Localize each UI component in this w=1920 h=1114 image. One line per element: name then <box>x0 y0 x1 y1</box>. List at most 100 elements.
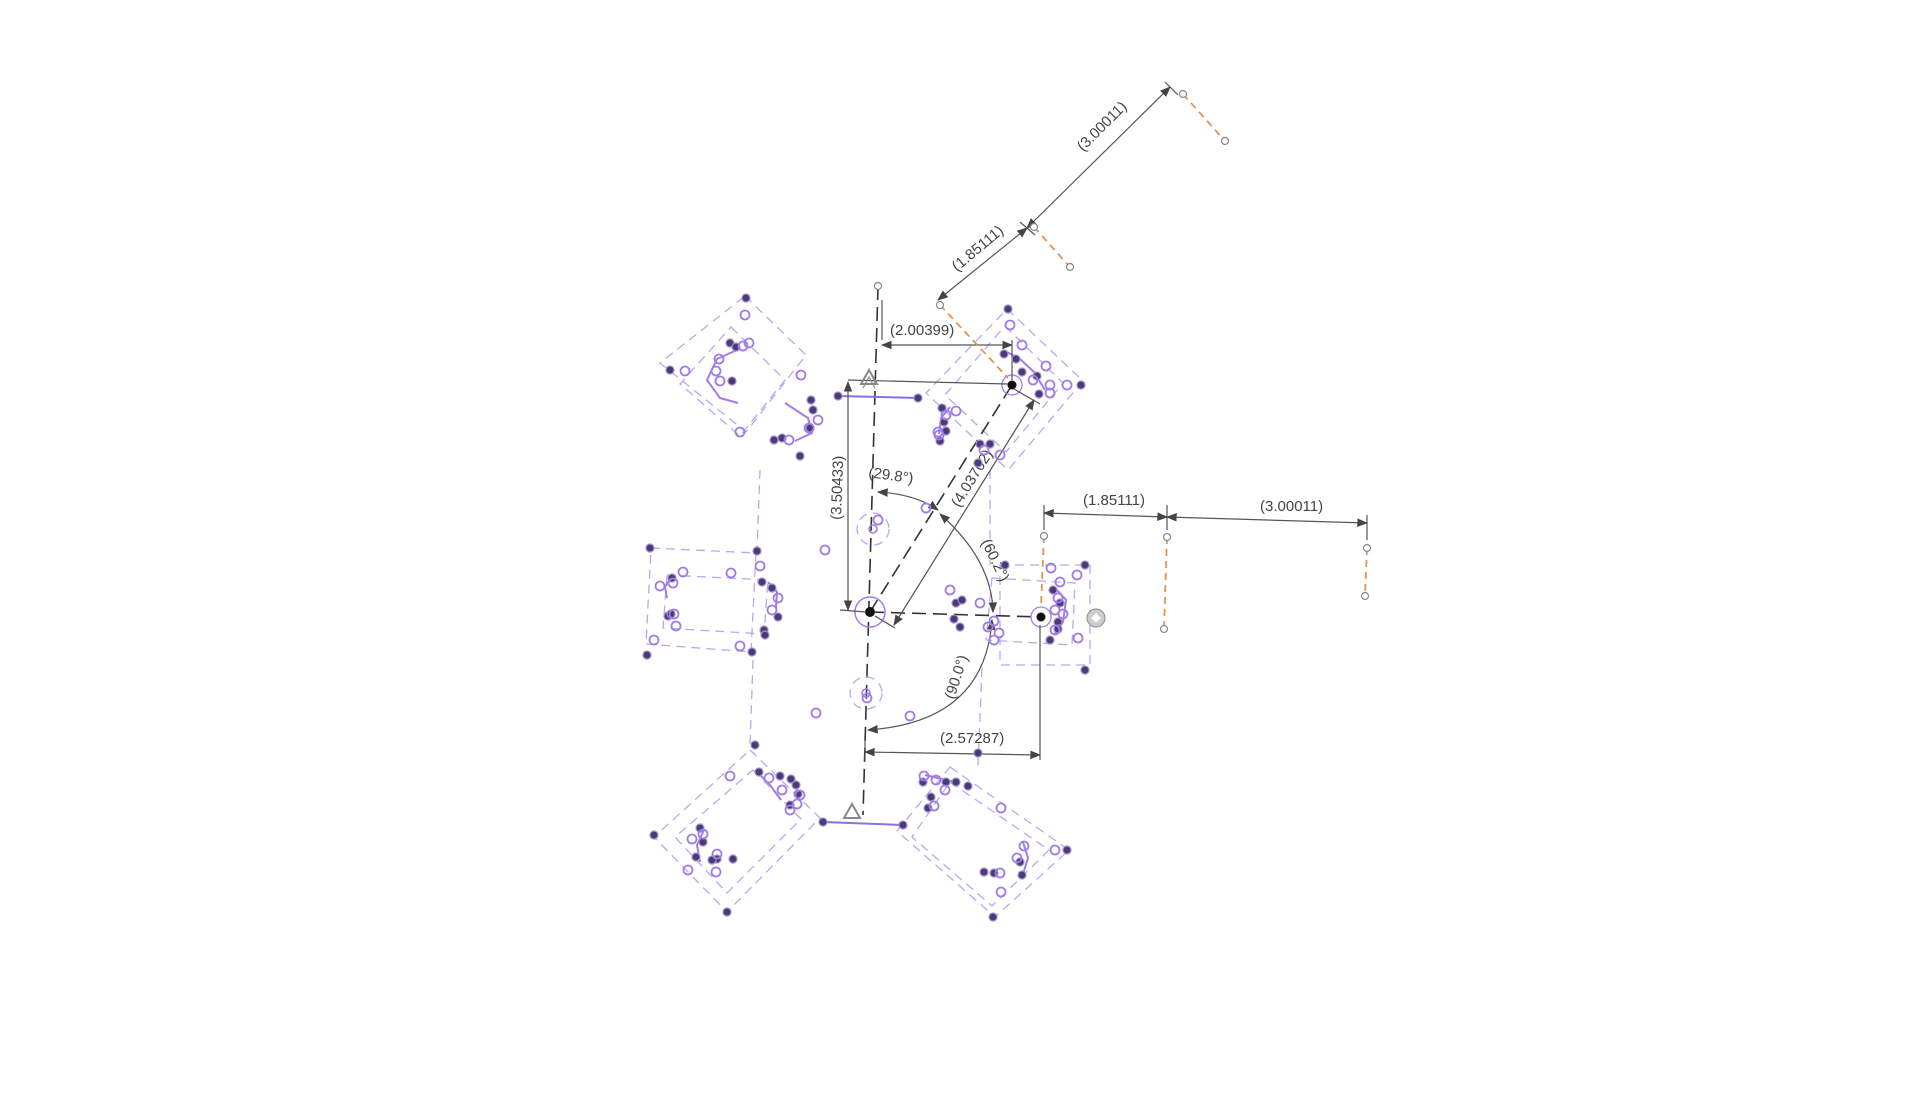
construction-point[interactable] <box>1061 379 1073 391</box>
sketch-point[interactable] <box>1062 845 1072 855</box>
construction-point[interactable] <box>1011 852 1023 864</box>
construction-point[interactable] <box>933 429 945 441</box>
construction-point[interactable] <box>713 353 725 365</box>
construction-point[interactable] <box>988 615 1000 627</box>
construction-point[interactable] <box>1040 360 1052 372</box>
construction-point[interactable] <box>1159 624 1169 634</box>
dimension-horiz-top-label[interactable]: (2.00399) <box>890 322 954 339</box>
dimension-right-a-label[interactable]: (1.85111) <box>1083 492 1145 509</box>
sketch-point[interactable] <box>1048 585 1058 595</box>
sketch-point[interactable] <box>786 774 796 784</box>
construction-point[interactable] <box>766 604 778 616</box>
sketch-point[interactable] <box>949 614 959 624</box>
construction-point[interactable] <box>784 804 796 816</box>
sketch-point[interactable] <box>926 792 936 802</box>
dimension-diag-b-label[interactable]: (3.00011) <box>1074 98 1131 155</box>
construction-point[interactable] <box>1039 531 1049 541</box>
vertical-centerline[interactable] <box>862 285 879 816</box>
sketch-point[interactable] <box>757 577 767 587</box>
sketch-point[interactable] <box>767 583 777 593</box>
dimension-angle-right-label[interactable]: (60.2°) <box>977 536 1012 584</box>
frame-arm-bottom[interactable] <box>822 821 904 826</box>
construction-point[interactable] <box>1044 387 1056 399</box>
construction-point[interactable] <box>1044 379 1056 391</box>
dimension-diagonal[interactable]: (4.03702) <box>874 388 1041 629</box>
sketch-point[interactable] <box>988 912 998 922</box>
sketch-point[interactable] <box>808 405 818 415</box>
construction-point[interactable] <box>1052 592 1064 604</box>
construction-point[interactable] <box>668 608 680 620</box>
construction-point[interactable] <box>810 707 822 719</box>
motor-pod-middle-left[interactable] <box>645 547 779 653</box>
construction-point[interactable] <box>743 337 755 349</box>
sketch-point[interactable] <box>1080 665 1090 675</box>
construction-point[interactable] <box>686 833 698 845</box>
construction-point[interactable] <box>679 365 691 377</box>
construction-point[interactable] <box>1071 569 1083 581</box>
sketch-point[interactable] <box>979 867 989 877</box>
construction-point[interactable] <box>1362 543 1372 553</box>
construction-point[interactable] <box>995 802 1007 814</box>
sketch-point[interactable] <box>1011 354 1021 364</box>
sketch-point[interactable] <box>645 543 655 553</box>
construction-point[interactable] <box>1057 608 1069 620</box>
sketch-point[interactable] <box>1034 389 1044 399</box>
construction-point[interactable] <box>994 449 1006 461</box>
fixed-constraint-icon[interactable] <box>859 367 879 389</box>
dimension-angle-bottom[interactable]: (90.0°) <box>866 618 996 734</box>
sketch-point[interactable] <box>833 391 843 401</box>
construction-point[interactable] <box>1162 532 1172 542</box>
sketch-point[interactable] <box>775 771 785 781</box>
construction-point[interactable] <box>776 784 788 796</box>
construction-point[interactable] <box>711 848 723 860</box>
construction-point[interactable] <box>783 434 795 446</box>
construction-point[interactable] <box>754 560 766 572</box>
orange-construction-diagonal[interactable] <box>939 93 1226 379</box>
construction-point[interactable] <box>904 710 916 722</box>
sketch-point[interactable] <box>691 852 701 862</box>
sketch-point[interactable] <box>752 546 762 556</box>
construction-point[interactable] <box>648 634 660 646</box>
construction-point[interactable] <box>1072 632 1084 644</box>
sketch-point[interactable] <box>649 830 659 840</box>
construction-point[interactable] <box>950 405 962 417</box>
frame-arm-top[interactable] <box>837 395 919 399</box>
dimension-horiz-bottom-label[interactable]: (2.57287) <box>940 730 1004 747</box>
sketch-point[interactable] <box>665 365 675 375</box>
motor-pod-bottom-left[interactable] <box>653 749 821 913</box>
construction-point[interactable] <box>993 627 1005 639</box>
dimension-diag-b[interactable]: (3.00011) <box>1019 81 1179 236</box>
construction-point[interactable] <box>739 309 751 321</box>
sketch-point[interactable] <box>747 647 757 657</box>
construction-point[interactable] <box>944 584 956 596</box>
construction-point[interactable] <box>1360 591 1370 601</box>
dimension-right-b-label[interactable]: (3.00011) <box>1260 498 1323 515</box>
construction-point[interactable] <box>1178 89 1188 99</box>
construction-point[interactable] <box>819 544 831 556</box>
construction-point[interactable] <box>974 597 986 609</box>
construction-point[interactable] <box>1045 562 1057 574</box>
construction-point[interactable] <box>995 886 1007 898</box>
construction-point[interactable] <box>710 866 722 878</box>
construction-point[interactable] <box>795 369 807 381</box>
sketch-point[interactable] <box>760 630 770 640</box>
construction-point[interactable] <box>982 621 994 633</box>
construction-point[interactable] <box>872 514 884 526</box>
sketch-point[interactable] <box>818 817 828 827</box>
mount-hole-upper-center[interactable] <box>868 524 878 534</box>
construction-point[interactable] <box>928 800 940 812</box>
construction-point[interactable] <box>994 867 1006 879</box>
sketch-point[interactable] <box>957 595 967 605</box>
construction-point[interactable] <box>791 798 803 810</box>
sketch-point[interactable] <box>898 820 908 830</box>
construction-point[interactable] <box>772 592 784 604</box>
sketch-point[interactable] <box>806 395 816 405</box>
construction-point[interactable] <box>1016 339 1028 351</box>
sketch-point[interactable] <box>1003 304 1013 314</box>
construction-point[interactable] <box>737 340 749 352</box>
sketch-point[interactable] <box>973 748 983 758</box>
construction-point[interactable] <box>920 502 932 514</box>
fixed-constraint-icon[interactable] <box>842 801 862 819</box>
construction-point[interactable] <box>1049 624 1061 636</box>
sketch-point[interactable] <box>642 650 652 660</box>
